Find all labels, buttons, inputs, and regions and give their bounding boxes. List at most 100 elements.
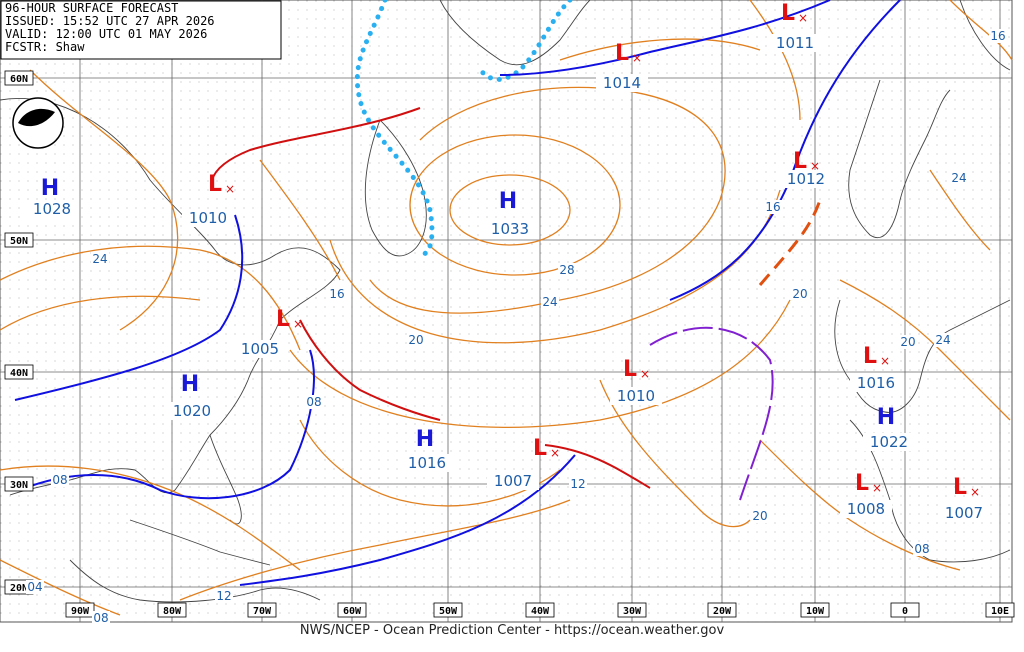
header-line: VALID: 12:00 UTC 01 MAY 2026 bbox=[5, 27, 207, 41]
isobar-label-box bbox=[950, 171, 968, 185]
longitude-label-box bbox=[890, 602, 920, 618]
isobar-label: 20 bbox=[752, 509, 767, 523]
cold-front bbox=[19, 349, 315, 500]
isobar-label-box bbox=[407, 333, 425, 347]
high-center: H bbox=[499, 189, 517, 214]
longitude-label-box bbox=[157, 602, 187, 618]
warm-front bbox=[211, 107, 421, 181]
longitude-label: 90W bbox=[71, 606, 90, 617]
pressure-value: 1014 bbox=[603, 74, 641, 92]
isobar-label-box bbox=[215, 589, 233, 603]
pressure-box bbox=[166, 402, 218, 420]
latitude-label: 30N bbox=[10, 480, 28, 491]
isobar-label-box bbox=[92, 611, 110, 625]
isobar-label: 08 bbox=[52, 473, 67, 487]
pressure-box bbox=[938, 504, 990, 522]
isobar-label: 24 bbox=[542, 295, 557, 309]
latitude-label-box bbox=[4, 364, 34, 380]
pressure-box bbox=[182, 209, 234, 227]
isobar-label-box bbox=[26, 580, 44, 594]
isobar-label: 24 bbox=[935, 333, 950, 347]
pressure-value: 1020 bbox=[173, 402, 211, 420]
low-center: L bbox=[781, 1, 795, 26]
pressure-box bbox=[769, 34, 821, 52]
isobar-label: 24 bbox=[92, 252, 107, 266]
longitude-label: 70W bbox=[253, 606, 272, 617]
low-center: L bbox=[533, 436, 547, 461]
pressure-box bbox=[234, 340, 286, 358]
high-center: H bbox=[181, 372, 199, 397]
pressure-box bbox=[840, 500, 892, 518]
isobar-label-box bbox=[51, 473, 69, 487]
isobar-label-box bbox=[934, 333, 952, 347]
low-x-mark: × bbox=[880, 354, 890, 368]
isobar-label: 08 bbox=[914, 542, 929, 556]
low-x-mark: × bbox=[640, 367, 650, 381]
low-x-mark: × bbox=[970, 485, 980, 499]
coastlines bbox=[0, 0, 1011, 603]
isobar-label: 16 bbox=[329, 287, 344, 301]
pressure-value: 1007 bbox=[945, 504, 983, 522]
warm-front bbox=[299, 319, 441, 421]
isobar-label: 20 bbox=[900, 335, 915, 349]
longitude-label-box bbox=[247, 602, 277, 618]
labels: 60N 50N 40N 30N 20N 90W 80W 70W 60W 50W 40W 30W 20W 1… bbox=[4, 1, 1015, 625]
cold-front bbox=[499, 0, 831, 76]
pressure-value: 1010 bbox=[189, 209, 227, 227]
low-x-mark: × bbox=[810, 159, 820, 173]
high-center: H bbox=[416, 427, 434, 452]
longitude-label: 50W bbox=[439, 606, 458, 617]
header-line: 96-HOUR SURFACE FORECAST bbox=[5, 1, 178, 15]
latitude-label-box bbox=[4, 70, 34, 86]
ice-edge bbox=[477, 0, 573, 82]
stationary-front bbox=[239, 454, 576, 586]
map-border bbox=[0, 0, 1013, 623]
high-center: H bbox=[877, 405, 895, 430]
longitude-label-box bbox=[985, 602, 1015, 618]
pressure-value: 1012 bbox=[787, 170, 825, 188]
noaa-logo bbox=[12, 97, 64, 149]
low-center: L bbox=[276, 307, 290, 332]
low-center: L bbox=[855, 471, 869, 496]
low-x-mark: × bbox=[550, 446, 560, 460]
isobar-label-box bbox=[569, 477, 587, 491]
latitude-label: 20N bbox=[10, 583, 28, 594]
longitude-label: 0 bbox=[902, 606, 908, 617]
latitude-label-box bbox=[4, 476, 34, 492]
latitude-label-box bbox=[4, 232, 34, 248]
isobar-label-box bbox=[791, 287, 809, 301]
cold-front bbox=[14, 214, 244, 401]
longitude-label: 10W bbox=[806, 606, 825, 617]
pressure-box bbox=[484, 220, 536, 238]
isobar-label-box bbox=[91, 252, 109, 266]
warm-front bbox=[544, 444, 651, 489]
longitude-label-box bbox=[65, 602, 95, 618]
isobars bbox=[0, 0, 1013, 616]
isobar-label: 24 bbox=[951, 171, 966, 185]
isobar-label-box bbox=[913, 542, 931, 556]
isobar-label: 16 bbox=[765, 200, 780, 214]
pressure-value: 1033 bbox=[491, 220, 529, 238]
isobar-label-box bbox=[328, 287, 346, 301]
low-x-mark: × bbox=[872, 481, 882, 495]
pressure-box bbox=[26, 200, 78, 218]
isobar-label: 20 bbox=[408, 333, 423, 347]
pressure-box bbox=[487, 472, 539, 490]
pressure-value: 1016 bbox=[857, 374, 895, 392]
low-center: L bbox=[615, 41, 629, 66]
isobar-label: 20 bbox=[792, 287, 807, 301]
high-center: H bbox=[41, 176, 59, 201]
longitude-label-box bbox=[337, 602, 367, 618]
pressure-value: 1022 bbox=[870, 433, 908, 451]
pressure-value: 1008 bbox=[847, 500, 885, 518]
low-x-mark: × bbox=[225, 182, 235, 196]
low-center: L bbox=[623, 357, 637, 382]
header-box bbox=[0, 0, 282, 60]
isobar-label: 12 bbox=[570, 477, 585, 491]
isobar-label: 08 bbox=[306, 395, 321, 409]
longitude-label: 30W bbox=[623, 606, 642, 617]
